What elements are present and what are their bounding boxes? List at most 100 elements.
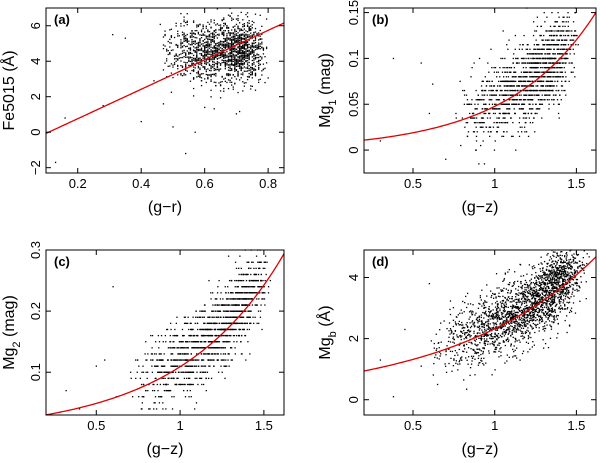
data-point-a (243, 23, 246, 25)
data-point-b (464, 126, 466, 128)
data-point-a (197, 63, 200, 65)
data-point-c (215, 334, 217, 337)
data-point-b (546, 99, 549, 101)
x-tick-label-c: 1 (176, 418, 183, 433)
data-point-a (231, 38, 233, 41)
data-point-b (534, 48, 537, 50)
data-point-a (238, 28, 241, 30)
data-point-a (246, 12, 249, 14)
data-point-a (261, 43, 263, 45)
data-point-b (512, 80, 514, 83)
data-point-c (227, 298, 229, 300)
data-point-b (514, 48, 516, 50)
data-point-c (194, 334, 196, 337)
data-point-b (537, 85, 539, 87)
data-point-c (166, 328, 168, 331)
data-point-b (555, 34, 557, 37)
data-point-a (248, 29, 250, 31)
data-point-c (200, 377, 203, 380)
data-point-b (546, 16, 548, 18)
data-point-b (572, 39, 575, 41)
data-point-c (177, 377, 179, 380)
data-point-c (233, 298, 236, 300)
data-point-a (248, 57, 250, 60)
data-point-b (544, 76, 546, 78)
data-point-d (529, 319, 531, 322)
data-point-a (212, 47, 214, 49)
data-point-a (186, 41, 188, 43)
data-point-c (254, 273, 256, 276)
data-point-a (224, 22, 226, 25)
data-point-d (573, 295, 575, 297)
data-point-b (514, 103, 516, 105)
data-point-d (552, 287, 555, 290)
data-point-b (528, 94, 531, 96)
data-point-c (164, 334, 167, 337)
data-point-b (523, 112, 526, 115)
data-point-d (491, 337, 493, 340)
data-point-b (420, 62, 422, 64)
data-point-a (227, 59, 230, 62)
data-point-a (245, 57, 247, 60)
data-point-b (520, 57, 523, 60)
data-point-a (202, 55, 204, 57)
data-point-a (229, 34, 231, 36)
data-point-a (256, 53, 258, 55)
data-point-a (205, 43, 207, 46)
data-point-a (224, 44, 226, 47)
data-point-a (210, 40, 212, 42)
data-point-a (223, 30, 225, 32)
data-point-a (251, 73, 253, 75)
data-point-a (232, 86, 234, 88)
data-point-c (187, 371, 189, 373)
data-point-b (480, 117, 483, 119)
data-point-b (471, 99, 473, 101)
data-point-a (216, 58, 219, 60)
data-point-b (498, 80, 500, 83)
data-point-a (216, 8, 219, 10)
data-point-c (190, 334, 192, 337)
data-point-a (210, 89, 212, 91)
data-point-a (177, 45, 179, 47)
data-point-b (517, 57, 519, 60)
data-point-c (233, 334, 236, 337)
data-point-a (175, 60, 177, 62)
data-point-b (554, 25, 556, 28)
data-point-a (242, 59, 244, 61)
data-point-b (507, 89, 509, 92)
data-point-c (222, 341, 224, 343)
data-point-b (547, 44, 550, 46)
data-point-c (241, 316, 243, 318)
data-point-d (567, 273, 569, 276)
data-point-a (237, 15, 239, 17)
data-point-c (217, 304, 219, 306)
data-point-a (216, 45, 219, 47)
data-point-d (546, 283, 549, 285)
data-point-c (257, 286, 260, 288)
data-point-c (231, 310, 233, 312)
data-point-d (469, 303, 472, 305)
data-point-d (560, 305, 562, 307)
data-point-a (229, 52, 231, 54)
data-point-d (524, 289, 526, 291)
data-point-a (208, 69, 211, 72)
data-point-b (539, 66, 542, 69)
data-point-b (459, 80, 461, 83)
x-tick-label-a: 0.4 (132, 176, 150, 191)
data-point-a (218, 54, 220, 57)
data-point-a (238, 62, 241, 65)
data-point-a (194, 30, 196, 32)
data-point-c (202, 310, 204, 312)
data-point-a (240, 29, 242, 31)
data-point-d (567, 267, 570, 270)
data-point-a (208, 36, 211, 38)
data-point-b (482, 108, 484, 110)
data-point-c (156, 359, 159, 361)
data-point-a (234, 35, 236, 38)
data-point-d (560, 261, 562, 264)
data-point-c (152, 383, 154, 386)
data-point-a (242, 81, 244, 83)
data-point-b (534, 89, 536, 92)
data-point-a (264, 67, 266, 70)
data-point-a (205, 44, 207, 47)
